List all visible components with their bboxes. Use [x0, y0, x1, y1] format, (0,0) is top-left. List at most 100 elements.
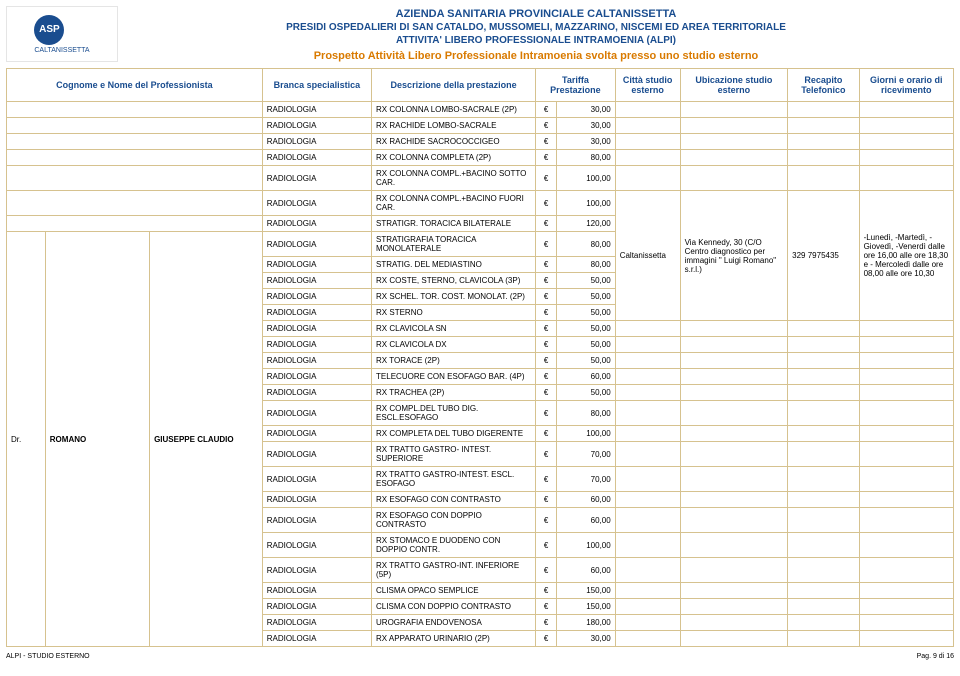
cell-blank	[859, 150, 953, 166]
cell-blank	[788, 321, 859, 337]
cell-blank	[615, 118, 680, 134]
cell-descrizione: RX APPARATO URINARIO (2P)	[372, 631, 536, 647]
title-block: AZIENDA SANITARIA PROVINCIALE CALTANISSE…	[6, 8, 954, 62]
cell-branca: RADIOLOGIA	[262, 583, 371, 599]
cell-euro-symbol: €	[536, 232, 557, 257]
cell-price: 100,00	[557, 533, 616, 558]
cell-blank	[788, 583, 859, 599]
cell-empty	[7, 191, 263, 216]
cell-blank	[615, 426, 680, 442]
cell-branca: RADIOLOGIA	[262, 426, 371, 442]
cell-descrizione: TELECUORE CON ESOFAGO BAR. (4P)	[372, 369, 536, 385]
cell-blank	[615, 467, 680, 492]
cell-blank	[788, 492, 859, 508]
cell-descrizione: RX ESOFAGO CON DOPPIO CONTRASTO	[372, 508, 536, 533]
table-row: RADIOLOGIARX RACHIDE SACROCOCCIGEO€30,00	[7, 134, 954, 150]
cell-blank	[615, 166, 680, 191]
cell-euro-symbol: €	[536, 150, 557, 166]
cell-blank	[615, 385, 680, 401]
cell-blank	[859, 353, 953, 369]
cell-euro-symbol: €	[536, 118, 557, 134]
cell-blank	[788, 599, 859, 615]
cell-price: 30,00	[557, 631, 616, 647]
cell-descrizione: RX TRATTO GASTRO- INTEST. SUPERIORE	[372, 442, 536, 467]
cell-blank	[859, 321, 953, 337]
cell-price: 80,00	[557, 150, 616, 166]
cell-euro-symbol: €	[536, 289, 557, 305]
cell-blank	[615, 401, 680, 426]
cell-price: 60,00	[557, 369, 616, 385]
cell-blank	[859, 337, 953, 353]
cell-blank	[859, 599, 953, 615]
cell-branca: RADIOLOGIA	[262, 305, 371, 321]
cell-descrizione: RX COMPL.DEL TUBO DIG. ESCL.ESOFAGO	[372, 401, 536, 426]
cell-price: 50,00	[557, 321, 616, 337]
cell-blank	[615, 369, 680, 385]
cell-descrizione: UROGRAFIA ENDOVENOSA	[372, 615, 536, 631]
cell-price: 70,00	[557, 442, 616, 467]
cell-descrizione: RX COLONNA COMPLETA (2P)	[372, 150, 536, 166]
cell-blank	[859, 401, 953, 426]
cell-branca: RADIOLOGIA	[262, 442, 371, 467]
cell-descrizione: RX COLONNA COMPL.+BACINO SOTTO CAR.	[372, 166, 536, 191]
cell-euro-symbol: €	[536, 102, 557, 118]
cell-branca: RADIOLOGIA	[262, 216, 371, 232]
col-recapito: Recapito Telefonico	[788, 69, 859, 102]
cell-descrizione: STRATIGR. TORACICA BILATERALE	[372, 216, 536, 232]
table-row: RADIOLOGIARX COLONNA COMPL.+BACINO FUORI…	[7, 191, 954, 216]
cell-blank	[680, 599, 788, 615]
cell-price: 30,00	[557, 102, 616, 118]
cell-branca: RADIOLOGIA	[262, 599, 371, 615]
cell-euro-symbol: €	[536, 426, 557, 442]
cell-descrizione: RX COSTE, STERNO, CLAVICOLA (3P)	[372, 273, 536, 289]
cell-descrizione: RX RACHIDE SACROCOCCIGEO	[372, 134, 536, 150]
cell-branca: RADIOLOGIA	[262, 558, 371, 583]
title-line-2: PRESIDI OSPEDALIERI DI SAN CATALDO, MUSS…	[6, 22, 954, 33]
cell-descrizione: STRATIG. DEL MEDIASTINO	[372, 257, 536, 273]
cell-blank	[680, 102, 788, 118]
cell-branca: RADIOLOGIA	[262, 102, 371, 118]
cell-price: 100,00	[557, 191, 616, 216]
cell-branca: RADIOLOGIA	[262, 337, 371, 353]
cell-branca: RADIOLOGIA	[262, 150, 371, 166]
cell-descrizione: RX COLONNA LOMBO-SACRALE (2P)	[372, 102, 536, 118]
cell-euro-symbol: €	[536, 615, 557, 631]
cell-branca: RADIOLOGIA	[262, 467, 371, 492]
table-header-row: Cognome e Nome del Professionista Branca…	[7, 69, 954, 102]
cell-euro-symbol: €	[536, 631, 557, 647]
cell-blank	[859, 166, 953, 191]
cell-blank	[788, 508, 859, 533]
cell-euro-symbol: €	[536, 353, 557, 369]
cell-price: 100,00	[557, 166, 616, 191]
cell-blank	[680, 166, 788, 191]
cell-branca: RADIOLOGIA	[262, 257, 371, 273]
cell-blank	[859, 134, 953, 150]
cell-price: 50,00	[557, 289, 616, 305]
cell-blank	[859, 583, 953, 599]
cell-blank	[680, 401, 788, 426]
cell-blank	[788, 369, 859, 385]
title-line-1: AZIENDA SANITARIA PROVINCIALE CALTANISSE…	[6, 8, 954, 20]
cell-branca: RADIOLOGIA	[262, 533, 371, 558]
col-ubicazione: Ubicazione studio esterno	[680, 69, 788, 102]
cell-euro-symbol: €	[536, 273, 557, 289]
cell-branca: RADIOLOGIA	[262, 353, 371, 369]
cell-blank	[788, 615, 859, 631]
cell-price: 80,00	[557, 401, 616, 426]
cell-descrizione: RX ESOFAGO CON CONTRASTO	[372, 492, 536, 508]
cell-price: 100,00	[557, 426, 616, 442]
cell-euro-symbol: €	[536, 467, 557, 492]
cell-blank	[680, 353, 788, 369]
logo-text: CALTANISSETTA	[34, 47, 89, 54]
cell-descrizione: RX STERNO	[372, 305, 536, 321]
cell-blank	[680, 558, 788, 583]
title-line-4: Prospetto Attività Libero Professionale …	[6, 50, 954, 62]
cell-blank	[680, 150, 788, 166]
cell-empty	[7, 166, 263, 191]
cell-empty	[7, 134, 263, 150]
cell-blank	[615, 353, 680, 369]
table-row: RADIOLOGIARX RACHIDE LOMBO-SACRALE€30,00	[7, 118, 954, 134]
cell-blank	[859, 615, 953, 631]
cell-branca: RADIOLOGIA	[262, 615, 371, 631]
cell-blank	[788, 118, 859, 134]
